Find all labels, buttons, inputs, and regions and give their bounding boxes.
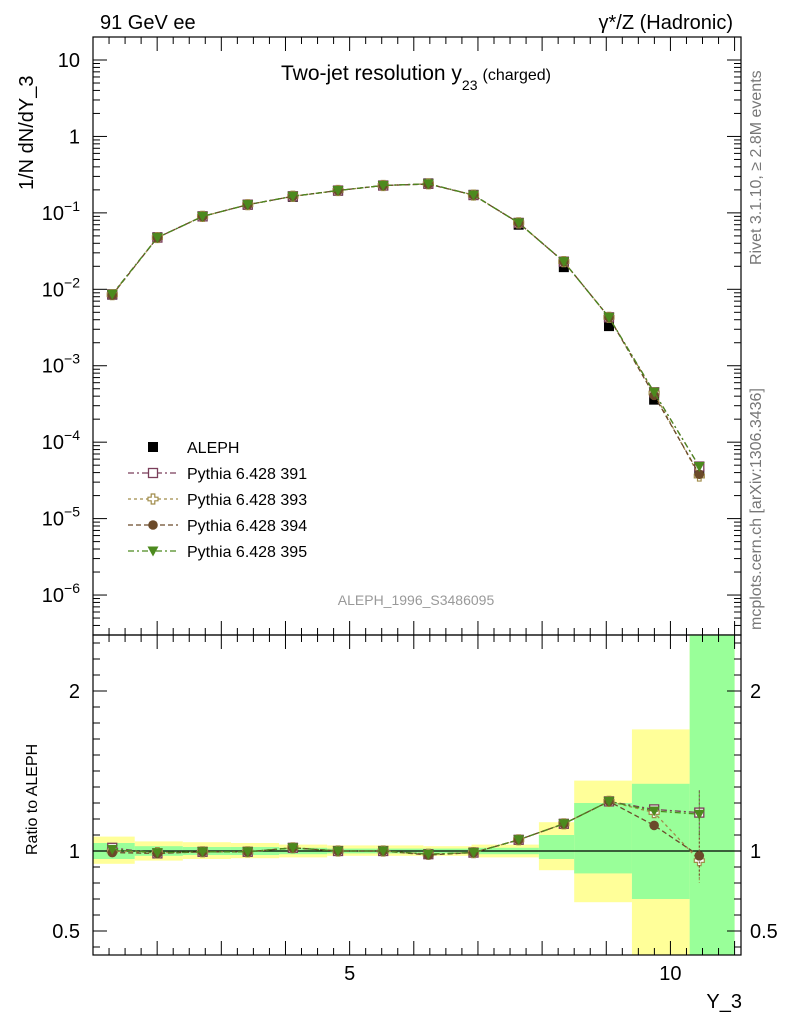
ratio-panel: 0.5 0.5 1 1 2 2 5 10 <box>52 634 778 985</box>
ratio-point <box>648 806 660 817</box>
ratio-y-tick-label: 1 <box>69 841 80 863</box>
ratio-point <box>693 809 705 820</box>
data-point <box>287 191 299 202</box>
inner-band <box>574 803 632 874</box>
legend-entry: Pythia 6.428 395 <box>128 544 307 561</box>
ratio-y-tick-label-right: 2 <box>750 681 761 703</box>
y-tick-label: 10−3 <box>42 351 80 378</box>
legend-marker <box>147 493 159 505</box>
watermark: ALEPH_1996_S3486095 <box>338 592 495 608</box>
legend-entry: Pythia 6.428 394 <box>128 518 307 535</box>
y-tick-label: 10−5 <box>42 504 80 531</box>
legend-label: Pythia 6.428 395 <box>187 544 307 561</box>
ratio-point <box>558 819 570 830</box>
y-tick-label: 10−1 <box>42 198 80 225</box>
chart-title-subscript: 23 <box>462 77 478 93</box>
ratio-series-pythia-6-428-395 <box>106 791 705 860</box>
y-tick-label: 1 <box>69 126 80 148</box>
ratio-point <box>332 846 344 857</box>
ratio-point <box>649 820 659 831</box>
ratio-y-tick-label: 2 <box>69 681 80 703</box>
data-point <box>648 387 660 398</box>
legend-entry: Pythia 6.428 391 <box>128 466 307 483</box>
data-point <box>106 289 118 300</box>
series-pythia-6-428-393 <box>106 178 705 482</box>
ratio-point <box>106 844 118 855</box>
data-point <box>693 462 705 473</box>
ratio-point <box>694 851 705 861</box>
data-point <box>242 200 254 211</box>
inner-band <box>689 635 735 955</box>
data-point <box>558 257 570 268</box>
data-point <box>422 179 434 190</box>
header-left: 91 GeV ee <box>100 12 196 34</box>
y-tick-label: 10−2 <box>42 274 80 301</box>
legend-marker <box>147 546 159 557</box>
ratio-y-axis-label: Ratio to ALEPH <box>24 744 41 855</box>
rivet-label: Rivet 3.1.10, ≥ 2.8M events <box>748 70 765 265</box>
legend-entry: Pythia 6.428 393 <box>128 492 307 509</box>
ratio-point <box>242 847 254 858</box>
y-axis-label: 1/N dN/dY_3 <box>16 75 38 190</box>
ratio-point <box>377 846 389 857</box>
legend-marker <box>148 442 158 452</box>
chart-title-suffix: (charged) <box>483 67 551 84</box>
ratio-point <box>468 848 480 859</box>
ratio-point <box>197 847 209 858</box>
mcplots-label: mcplots.cern.ch [arXiv:1306.3436] <box>748 388 765 630</box>
y-tick-label: 10 <box>58 50 80 72</box>
data-point <box>603 312 615 323</box>
y-tick-label: 10−6 <box>42 580 80 607</box>
ratio-y-tick-label-right: 0.5 <box>750 921 778 943</box>
ratio-plot-frame <box>92 634 742 956</box>
ratio-point <box>422 849 434 860</box>
ratio-point <box>603 796 615 807</box>
legend-entry: ALEPH <box>148 440 239 457</box>
ratio-y-tick-label-right: 1 <box>750 841 761 863</box>
legend-label: Pythia 6.428 394 <box>187 518 307 535</box>
series-line <box>111 183 700 467</box>
legend-label: Pythia 6.428 391 <box>187 466 307 483</box>
chart-title: Two-jet resolution y23 (charged) <box>281 62 551 93</box>
data-point <box>468 190 480 201</box>
data-point <box>332 186 344 197</box>
ratio-y-tick-label: 0.5 <box>52 921 80 943</box>
y-tick-label: 10−4 <box>42 427 80 454</box>
x-tick-label: 10 <box>659 963 681 985</box>
inner-band <box>538 835 575 859</box>
ratio-point <box>513 835 525 846</box>
ratio-point <box>287 843 299 854</box>
uncertainty-bands <box>93 635 735 955</box>
legend-marker <box>148 520 158 530</box>
data-point <box>197 211 209 222</box>
series-pythia-6-428-395 <box>106 179 705 473</box>
header-right: γ*/Z (Hadronic) <box>599 12 733 34</box>
data-point <box>603 321 614 332</box>
legend-label: ALEPH <box>187 440 239 457</box>
data-point <box>694 469 705 480</box>
ratio-point <box>151 848 163 859</box>
data-point <box>513 218 525 229</box>
ratio-line <box>112 800 700 855</box>
series-pythia-6-428-394 <box>107 179 705 480</box>
main-panel: 10 1 10−1 10−2 10−3 10−4 10−5 10−6 <box>42 36 742 636</box>
legend-label: Pythia 6.428 393 <box>187 492 307 509</box>
chart-title-main: Two-jet resolution y <box>281 62 462 85</box>
legend-marker <box>147 467 159 479</box>
legend: ALEPH Pythia 6.428 391 Pythia 6.428 393 Pyt… <box>128 440 307 561</box>
inner-band <box>631 783 690 899</box>
data-point <box>151 233 163 244</box>
x-axis-label: Y_3 <box>706 991 742 1013</box>
data-point <box>377 181 389 192</box>
x-tick-label: 5 <box>344 963 355 985</box>
